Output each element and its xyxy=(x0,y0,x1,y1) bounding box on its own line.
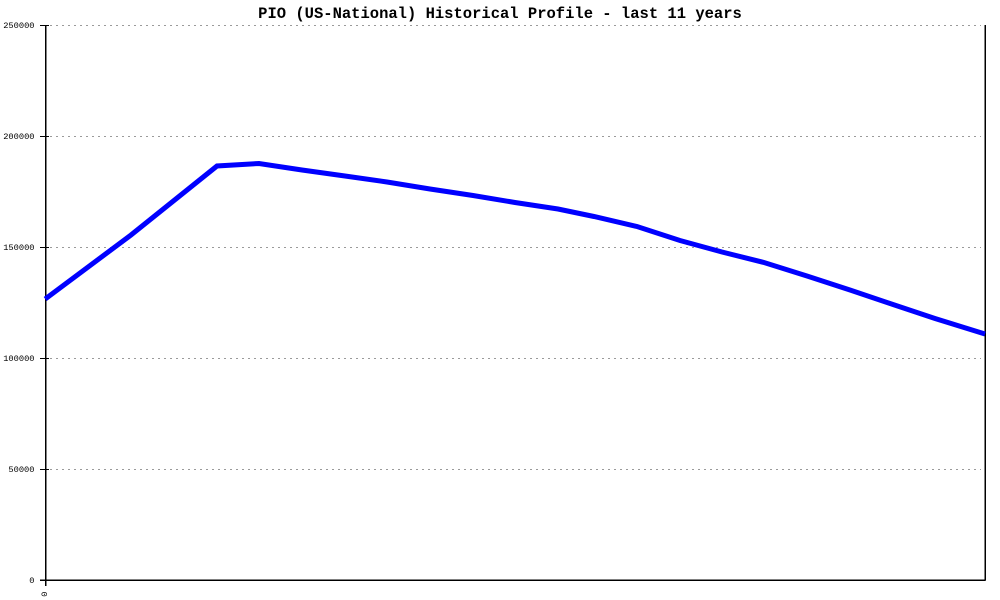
svg-text:PIO (US-National) Historical P: PIO (US-National) Historical Profile - l… xyxy=(258,5,742,23)
svg-text:150000: 150000 xyxy=(3,243,34,253)
svg-text:200000: 200000 xyxy=(3,132,34,142)
svg-text:0: 0 xyxy=(39,592,49,597)
svg-text:100000: 100000 xyxy=(3,354,34,364)
svg-text:250000: 250000 xyxy=(3,21,34,31)
svg-text:50000: 50000 xyxy=(8,465,34,475)
svg-text:0: 0 xyxy=(29,576,34,586)
